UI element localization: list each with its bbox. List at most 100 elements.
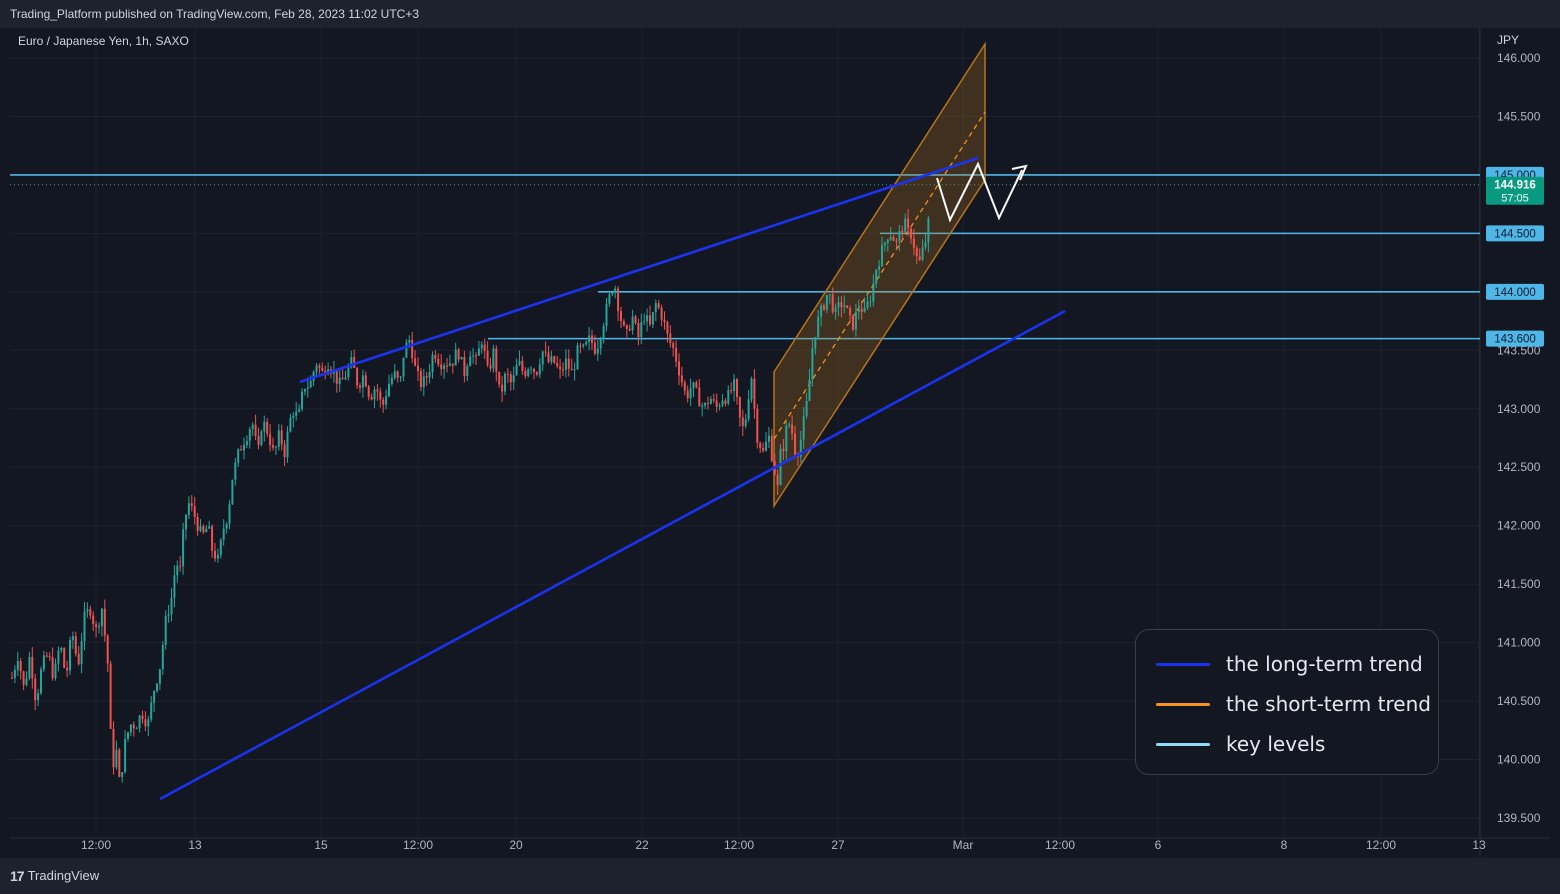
candle-body <box>727 390 730 404</box>
price-tick-label: 143.000 <box>1497 402 1541 416</box>
candle-body <box>556 362 559 367</box>
candle-body <box>872 283 875 302</box>
candle-body <box>518 360 521 365</box>
candle-body <box>446 365 448 367</box>
legend-swatch-cyan <box>1156 742 1210 746</box>
trend-line-lower <box>159 309 1066 801</box>
candle-body <box>176 565 179 576</box>
legend-label: key levels <box>1226 732 1326 756</box>
candle-body <box>344 377 347 380</box>
candle-body <box>211 526 214 551</box>
candle-body <box>37 693 40 701</box>
candle-body <box>527 369 530 377</box>
candle-body <box>402 357 405 377</box>
candle-body <box>57 650 60 664</box>
candle-body <box>443 365 446 369</box>
candle-body <box>564 358 567 370</box>
candle-body <box>214 550 216 559</box>
candle-body <box>620 311 622 322</box>
candle-body <box>825 294 828 310</box>
candle-body <box>428 372 431 378</box>
candle-body <box>361 375 364 388</box>
candle-body <box>817 316 820 337</box>
candle-body <box>112 728 115 768</box>
candle-body <box>245 440 248 446</box>
projection-arrowhead <box>1011 164 1028 181</box>
candle-body <box>840 302 843 308</box>
projection-zigzag <box>936 161 1023 223</box>
candle-body <box>680 375 683 383</box>
candle-body <box>393 371 396 378</box>
candle-body <box>504 373 506 392</box>
candle-body <box>196 516 199 531</box>
candle-body <box>898 230 901 242</box>
candle-body <box>454 349 457 366</box>
candle-body <box>631 316 634 331</box>
candle-body <box>591 335 593 343</box>
candle-body <box>359 385 361 388</box>
publish-header: Trading_Platform published on TradingVie… <box>0 0 1560 28</box>
chart-area[interactable]: 146.000145.500145.000144.500144.000143.5… <box>10 28 1550 858</box>
candle-body <box>156 683 158 691</box>
countdown-label: 57:05 <box>1501 193 1529 205</box>
candle-body <box>405 342 408 358</box>
candle-body <box>837 302 840 308</box>
legend-swatch-orange <box>1156 702 1210 706</box>
candle-body <box>190 503 193 507</box>
last-price-label: 144.916 <box>1494 180 1536 192</box>
candle-body <box>744 419 747 427</box>
candle-body <box>248 429 251 441</box>
legend-item-key-levels: key levels <box>1156 732 1325 756</box>
time-axis[interactable]: 12:00 13 15 12:00 20 22 12:00 27 Mar 12:00 6 8 12:00… <box>81 838 1486 852</box>
candle-body <box>179 565 182 567</box>
candle-body <box>347 367 350 378</box>
candle-body <box>785 425 788 452</box>
candle-body <box>712 399 715 401</box>
candle-body <box>54 663 57 679</box>
candle-body <box>921 247 924 260</box>
candle-body <box>672 343 675 348</box>
candle-body <box>370 397 373 400</box>
candle-body <box>573 369 576 371</box>
candle-body <box>544 351 547 353</box>
candle-body <box>240 449 243 451</box>
candle-body <box>31 656 34 679</box>
time-tick-label: 8 <box>1281 838 1288 852</box>
candle-body <box>878 266 881 270</box>
time-tick-label: 12:00 <box>403 838 433 852</box>
candle-body <box>730 390 733 392</box>
candle-body <box>698 387 701 407</box>
tradingview-logo[interactable]: 17 TradingView <box>10 858 99 894</box>
candle-body <box>550 356 553 362</box>
price-axis[interactable]: 146.000145.500145.000144.500144.000143.5… <box>1486 51 1544 825</box>
candle-body <box>356 368 359 386</box>
candle-body <box>927 218 930 243</box>
candle-body <box>286 431 289 458</box>
candle-body <box>40 669 42 694</box>
candle-body <box>466 366 469 376</box>
candle-body <box>216 554 219 559</box>
candle-body <box>83 611 86 642</box>
candle-body <box>521 360 524 372</box>
candle-body <box>42 655 45 670</box>
candle-body <box>289 417 292 432</box>
candle-body <box>28 656 31 679</box>
candle-body <box>869 301 872 303</box>
candle-body <box>805 400 808 417</box>
candle-body <box>759 442 762 448</box>
candle-body <box>881 245 883 267</box>
candle-body <box>303 388 306 392</box>
price-tick-label: 141.500 <box>1497 577 1541 591</box>
candle-body <box>747 399 750 420</box>
candle-body <box>617 288 620 312</box>
time-tick-label: 15 <box>314 838 328 852</box>
price-tick-label: 145.500 <box>1497 109 1541 123</box>
candle-body <box>799 439 802 457</box>
candle-body <box>675 347 678 362</box>
candle-body <box>295 411 298 416</box>
candle-body <box>669 333 672 344</box>
candle-body <box>414 358 417 366</box>
candle-body <box>13 669 16 678</box>
price-chart[interactable]: 146.000145.500145.000144.500144.000143.5… <box>10 28 1550 858</box>
candles <box>11 208 930 783</box>
